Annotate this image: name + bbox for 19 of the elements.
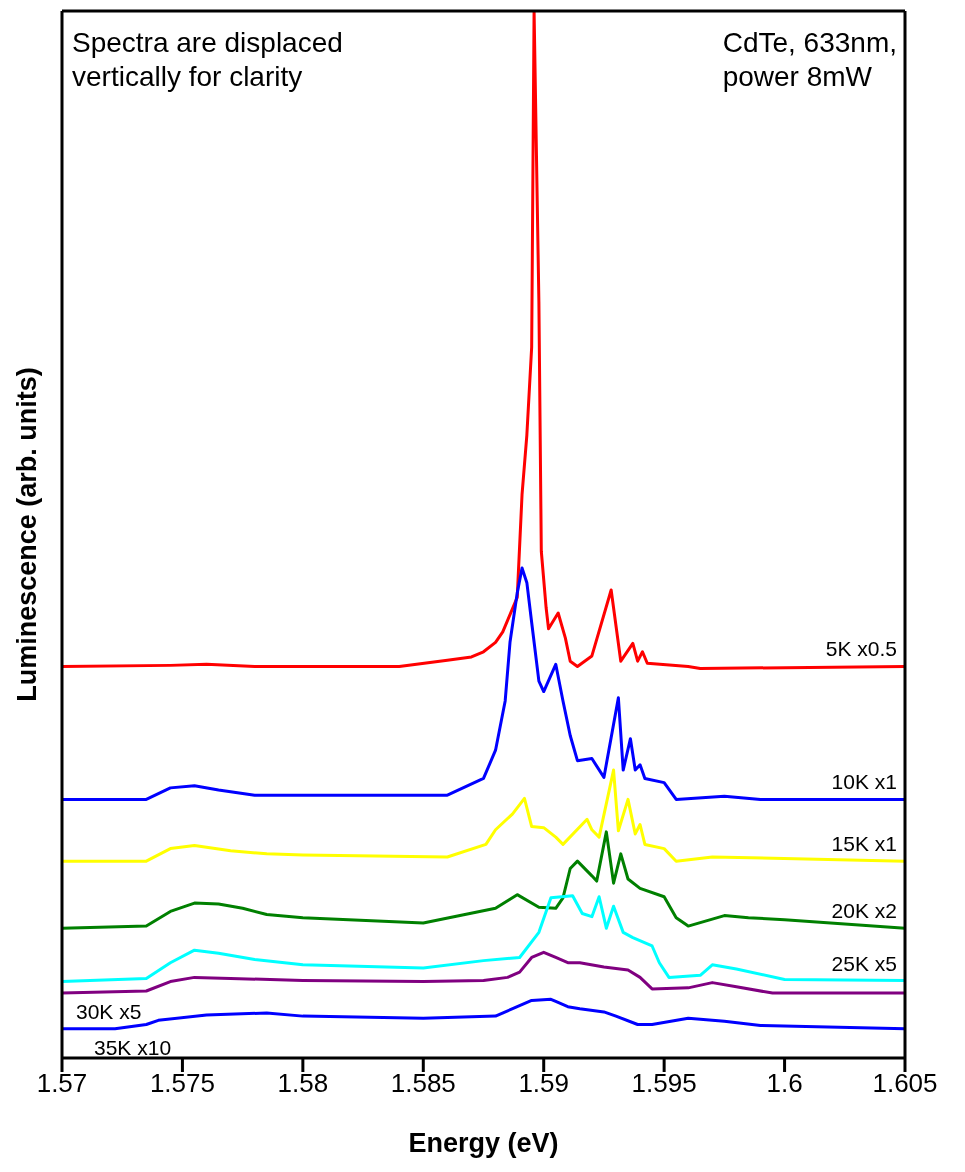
- series-label: 25K x5: [831, 951, 897, 975]
- x-axis-title: Energy (eV): [408, 1128, 559, 1158]
- x-tick-label: 1.575: [149, 1068, 215, 1099]
- series-label: 5K x0.5: [825, 637, 897, 661]
- y-axis-title: Luminescence (arb. units): [11, 367, 42, 702]
- x-tick-label: 1.605: [872, 1068, 938, 1099]
- annotation: CdTe, 633nm, power 8mW: [722, 26, 897, 94]
- series-label: 20K x2: [831, 899, 897, 923]
- x-tick-label: 1.595: [631, 1068, 697, 1099]
- annotation: Spectra are displaced vertically for clarity: [72, 26, 343, 94]
- x-tick-label: 1.58: [277, 1068, 329, 1099]
- series-label: 15K x1: [831, 832, 897, 856]
- x-tick-label: 1.585: [390, 1068, 456, 1099]
- series-label: 35K x10: [94, 1035, 172, 1059]
- series-label: 30K x5: [76, 1000, 142, 1024]
- x-tick-label: 1.59: [518, 1068, 570, 1099]
- series-label: 10K x1: [831, 770, 897, 794]
- x-tick-label: 1.57: [36, 1068, 88, 1099]
- x-tick-label: 1.6: [766, 1068, 803, 1099]
